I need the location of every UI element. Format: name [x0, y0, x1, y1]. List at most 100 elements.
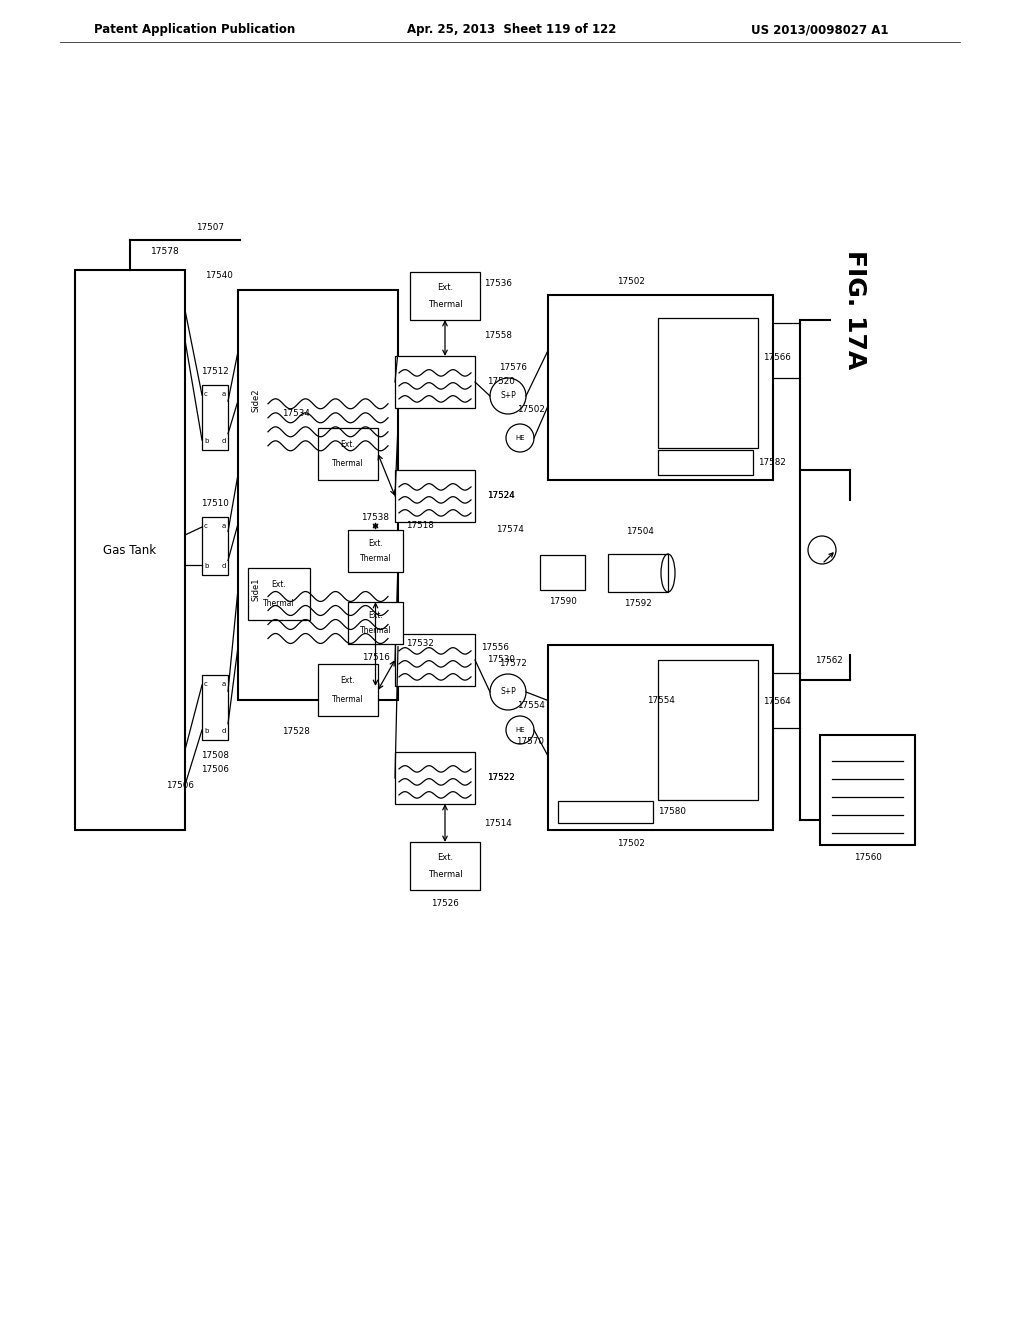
- Text: Ext.: Ext.: [341, 676, 355, 685]
- FancyBboxPatch shape: [202, 675, 228, 741]
- Text: S+P: S+P: [500, 392, 516, 400]
- FancyBboxPatch shape: [410, 842, 480, 890]
- Text: Thermal: Thermal: [428, 870, 462, 879]
- Text: 17564: 17564: [763, 697, 791, 706]
- Text: a: a: [222, 391, 226, 397]
- FancyBboxPatch shape: [548, 294, 773, 480]
- Text: 17502: 17502: [616, 840, 644, 849]
- Text: 17522: 17522: [487, 774, 515, 783]
- Text: 17518: 17518: [406, 521, 434, 531]
- Text: 17524: 17524: [487, 491, 515, 500]
- Text: Thermal: Thermal: [428, 300, 462, 309]
- Text: 17540: 17540: [205, 272, 233, 281]
- Text: Ext.: Ext.: [437, 282, 453, 292]
- Text: Ext.: Ext.: [368, 539, 383, 548]
- Text: Ext.: Ext.: [341, 440, 355, 449]
- Text: 17534: 17534: [283, 409, 310, 418]
- FancyBboxPatch shape: [202, 517, 228, 576]
- Text: 17524: 17524: [487, 491, 515, 500]
- FancyBboxPatch shape: [548, 645, 773, 830]
- Text: 17574: 17574: [496, 525, 524, 535]
- Text: Apr. 25, 2013  Sheet 119 of 122: Apr. 25, 2013 Sheet 119 of 122: [408, 24, 616, 37]
- Text: US 2013/0098027 A1: US 2013/0098027 A1: [752, 24, 889, 37]
- Text: HE: HE: [515, 727, 525, 733]
- FancyBboxPatch shape: [395, 470, 475, 521]
- FancyBboxPatch shape: [608, 554, 668, 591]
- Text: 17504: 17504: [626, 528, 654, 536]
- FancyBboxPatch shape: [395, 634, 475, 686]
- Text: 17592: 17592: [624, 599, 652, 609]
- Text: Thermal: Thermal: [359, 554, 391, 564]
- Text: 17554: 17554: [517, 701, 545, 710]
- Text: c: c: [204, 523, 208, 529]
- Text: b: b: [204, 564, 208, 569]
- Text: Side1: Side1: [252, 578, 260, 601]
- Text: Side2: Side2: [252, 389, 260, 412]
- Text: 17554: 17554: [646, 696, 675, 705]
- Text: d: d: [221, 438, 226, 444]
- Text: 17506: 17506: [166, 780, 194, 789]
- Text: 17507: 17507: [196, 223, 224, 232]
- FancyBboxPatch shape: [410, 272, 480, 319]
- Text: 17516: 17516: [361, 652, 389, 661]
- Text: b: b: [204, 729, 208, 734]
- Text: 17558: 17558: [484, 331, 512, 341]
- Text: 17520: 17520: [487, 378, 515, 387]
- Text: Thermal: Thermal: [359, 626, 391, 635]
- FancyBboxPatch shape: [540, 554, 585, 590]
- Text: 17580: 17580: [658, 808, 686, 817]
- Text: 17528: 17528: [283, 726, 310, 735]
- Text: 17570: 17570: [516, 738, 544, 747]
- FancyBboxPatch shape: [395, 356, 475, 408]
- Text: 17508: 17508: [201, 751, 229, 759]
- Text: 17532: 17532: [406, 639, 434, 648]
- Text: 17514: 17514: [484, 818, 512, 828]
- Text: c: c: [204, 391, 208, 397]
- FancyBboxPatch shape: [348, 531, 403, 572]
- Text: 17590: 17590: [549, 598, 577, 606]
- Text: Ext.: Ext.: [437, 853, 453, 862]
- Text: 17562: 17562: [815, 656, 843, 665]
- Text: a: a: [222, 681, 226, 686]
- FancyBboxPatch shape: [202, 385, 228, 450]
- FancyBboxPatch shape: [658, 660, 758, 800]
- Text: d: d: [221, 729, 226, 734]
- Text: FIG. 17A: FIG. 17A: [843, 251, 867, 370]
- FancyBboxPatch shape: [75, 271, 185, 830]
- Text: Gas Tank: Gas Tank: [103, 544, 157, 557]
- FancyBboxPatch shape: [348, 602, 403, 644]
- Text: a: a: [222, 523, 226, 529]
- FancyBboxPatch shape: [395, 752, 475, 804]
- FancyBboxPatch shape: [318, 664, 378, 715]
- Text: 17582: 17582: [758, 458, 785, 467]
- Text: 17530: 17530: [487, 656, 515, 664]
- Text: 17510: 17510: [201, 499, 229, 508]
- Text: 17538: 17538: [361, 512, 389, 521]
- FancyBboxPatch shape: [318, 428, 378, 480]
- Text: 17560: 17560: [854, 854, 882, 862]
- Text: 17502: 17502: [616, 276, 644, 285]
- Text: Thermal: Thermal: [332, 459, 364, 467]
- FancyBboxPatch shape: [658, 450, 753, 475]
- Text: 17502: 17502: [517, 405, 545, 414]
- Text: d: d: [221, 564, 226, 569]
- FancyBboxPatch shape: [658, 318, 758, 447]
- Text: 17578: 17578: [152, 248, 180, 256]
- Text: 17536: 17536: [484, 280, 512, 289]
- FancyBboxPatch shape: [248, 568, 310, 620]
- Text: 17506: 17506: [201, 766, 229, 775]
- Text: b: b: [204, 438, 208, 444]
- Text: 17522: 17522: [487, 774, 515, 783]
- Text: 17572: 17572: [499, 660, 527, 668]
- Text: 17512: 17512: [201, 367, 229, 376]
- Text: Ext.: Ext.: [271, 581, 287, 589]
- Text: Thermal: Thermal: [332, 694, 364, 704]
- FancyBboxPatch shape: [558, 801, 653, 822]
- Text: HE: HE: [515, 436, 525, 441]
- Text: S+P: S+P: [500, 688, 516, 697]
- Text: Thermal: Thermal: [263, 599, 295, 607]
- Text: 17576: 17576: [499, 363, 527, 372]
- Text: Patent Application Publication: Patent Application Publication: [94, 24, 296, 37]
- Text: 17526: 17526: [431, 899, 459, 908]
- FancyBboxPatch shape: [238, 290, 398, 700]
